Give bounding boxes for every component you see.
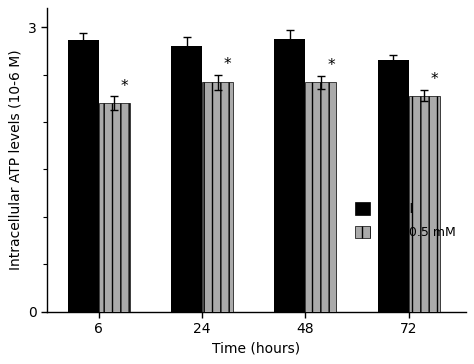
Text: *: * xyxy=(430,72,438,87)
Text: *: * xyxy=(224,57,231,72)
Bar xyxy=(305,82,337,312)
Text: *: * xyxy=(120,79,128,94)
Text: *: * xyxy=(327,58,335,73)
Bar xyxy=(409,95,440,312)
Bar xyxy=(68,40,99,312)
Bar xyxy=(274,39,305,312)
Bar xyxy=(99,103,130,312)
Y-axis label: Intracellular ATP levels (10-6 M): Intracellular ATP levels (10-6 M) xyxy=(9,50,22,270)
X-axis label: Time (hours): Time (hours) xyxy=(212,342,301,356)
Bar xyxy=(202,82,233,312)
Bar xyxy=(378,60,409,312)
Bar xyxy=(171,46,202,312)
Legend: Basal, SNP 0.5 mM: Basal, SNP 0.5 mM xyxy=(351,198,459,243)
